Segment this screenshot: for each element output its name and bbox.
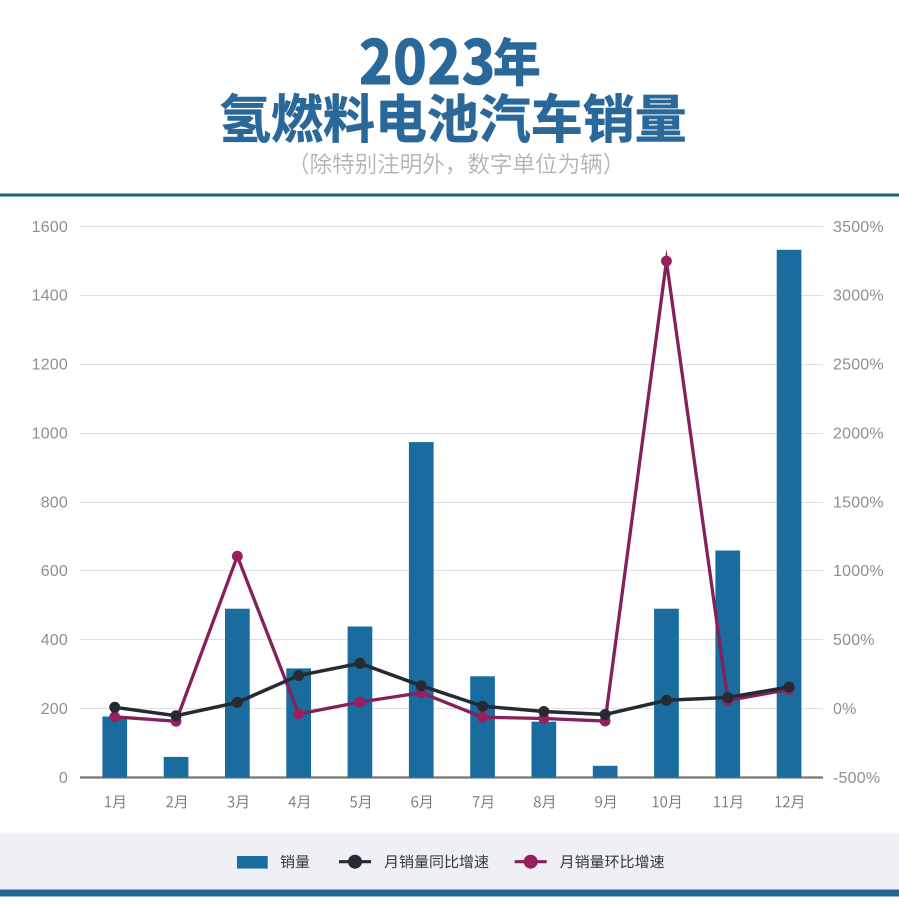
svg-text:800: 800 — [41, 494, 68, 511]
svg-text:1200: 1200 — [32, 357, 68, 374]
svg-text:3000%: 3000% — [833, 288, 884, 305]
svg-text:1400: 1400 — [32, 288, 68, 305]
svg-text:200: 200 — [41, 701, 68, 718]
svg-text:500%: 500% — [833, 632, 875, 649]
svg-text:0%: 0% — [833, 701, 857, 718]
svg-text:3500%: 3500% — [833, 219, 884, 236]
svg-text:1600: 1600 — [32, 219, 68, 236]
svg-text:2000%: 2000% — [833, 425, 884, 442]
svg-text:-500%: -500% — [833, 770, 880, 787]
svg-text:2500%: 2500% — [833, 357, 884, 374]
svg-text:1500%: 1500% — [833, 494, 884, 511]
svg-text:1000: 1000 — [32, 425, 68, 442]
svg-text:1000%: 1000% — [833, 563, 884, 580]
svg-text:600: 600 — [41, 563, 68, 580]
svg-text:0: 0 — [59, 770, 68, 787]
svg-text:400: 400 — [41, 632, 68, 649]
